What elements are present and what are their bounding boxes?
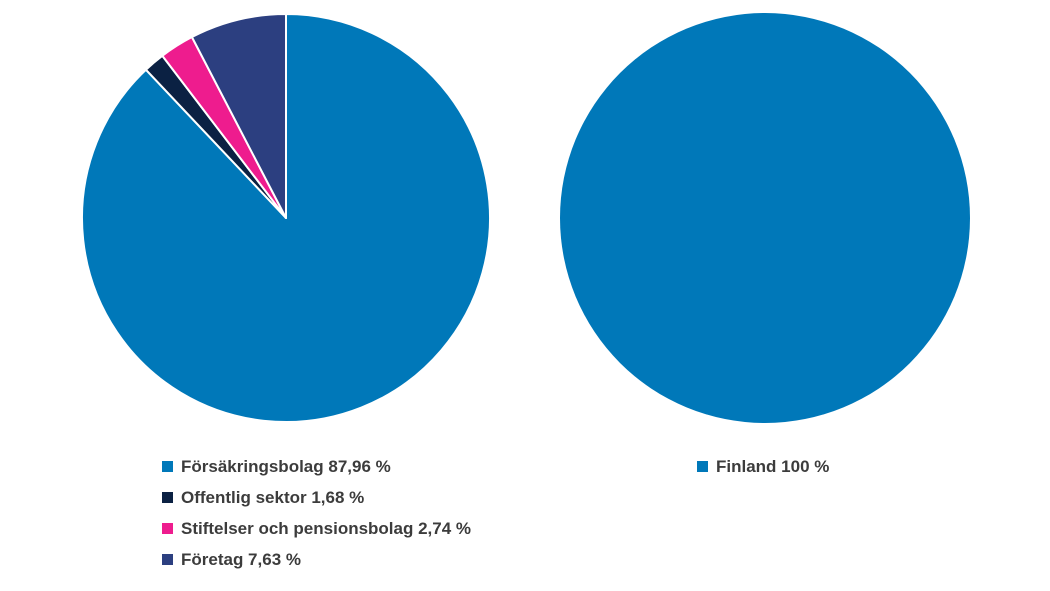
legend-item: Företag 7,63 %	[162, 544, 471, 575]
legend-owner-type: Försäkringsbolag 87,96 % Offentlig sektor…	[162, 451, 471, 575]
legend-item: Försäkringsbolag 87,96 %	[162, 451, 471, 482]
legend-swatch	[162, 492, 173, 503]
pie-chart-owner-type	[81, 13, 491, 423]
legend-label: Finland 100 %	[716, 456, 830, 476]
legend-label: Företag 7,63 %	[181, 549, 301, 569]
legend-swatch	[697, 461, 708, 472]
legend-label: Stiftelser och pensionsbolag 2,74 %	[181, 518, 472, 538]
legend-label: Offentlig sektor 1,68 %	[181, 487, 365, 507]
legend-label: Försäkringsbolag 87,96 %	[181, 456, 391, 476]
legend-item: Finland 100 %	[697, 451, 829, 482]
pie-slice-finland	[560, 13, 970, 423]
legend-item: Stiftelser och pensionsbolag 2,74 %	[162, 513, 471, 544]
legend-swatch	[162, 461, 173, 472]
legend-item: Offentlig sektor 1,68 %	[162, 482, 471, 513]
pie-chart-country	[560, 13, 970, 423]
pie-slice-foretag	[190, 13, 287, 219]
legend-swatch	[162, 554, 173, 565]
legend-country: Finland 100 %	[697, 451, 829, 482]
legend-swatch	[162, 523, 173, 534]
